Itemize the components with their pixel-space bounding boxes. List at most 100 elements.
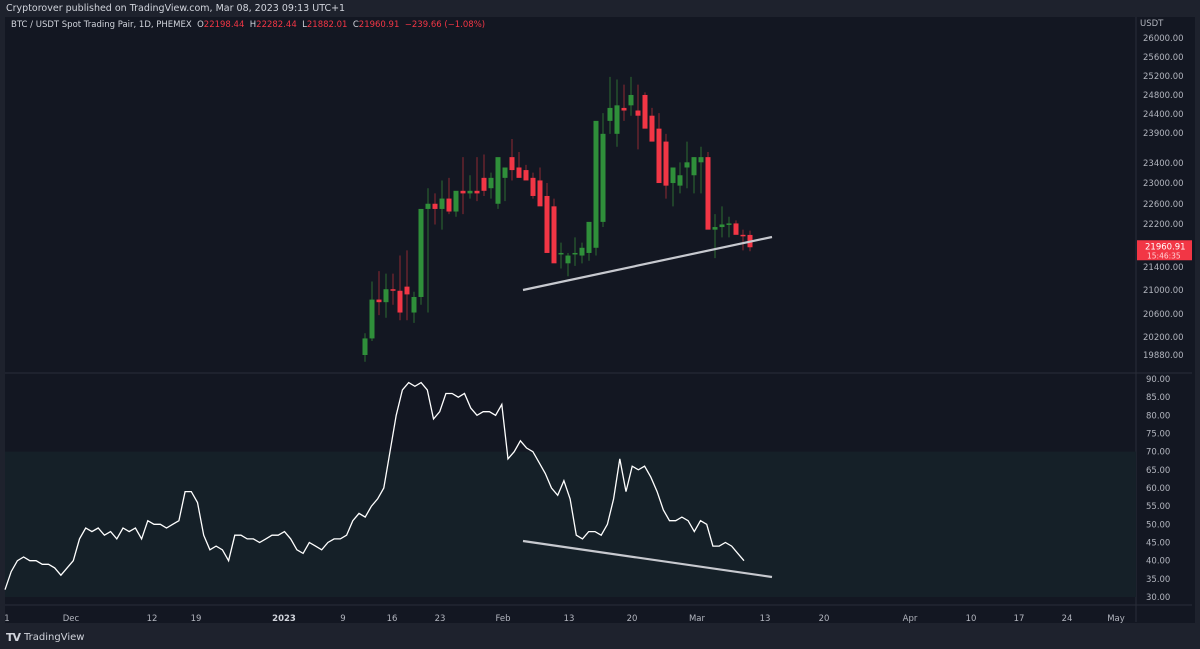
candle-body[interactable] bbox=[726, 223, 732, 225]
candle-body[interactable] bbox=[446, 198, 452, 212]
rsi-tick: 35.00 bbox=[1146, 575, 1170, 585]
time-tick: 20 bbox=[819, 614, 830, 624]
candle-body[interactable] bbox=[719, 224, 725, 228]
candle-body[interactable] bbox=[558, 252, 564, 255]
candle-body[interactable] bbox=[523, 170, 529, 181]
change-value: −239.66 (−1.08%) bbox=[404, 20, 486, 30]
candle-body[interactable] bbox=[677, 175, 683, 186]
candle-body[interactable] bbox=[607, 107, 613, 121]
candle-body[interactable] bbox=[670, 167, 676, 184]
time-tick: 20 bbox=[627, 614, 638, 624]
time-tick: 19 bbox=[191, 614, 202, 624]
candle-body[interactable] bbox=[516, 167, 522, 178]
candle-body[interactable] bbox=[439, 198, 445, 209]
time-tick: 13 bbox=[760, 614, 771, 624]
candle-body[interactable] bbox=[488, 177, 494, 189]
rsi-tick: 65.00 bbox=[1146, 466, 1170, 476]
candle-body[interactable] bbox=[418, 208, 424, 297]
candle-body[interactable] bbox=[572, 252, 578, 255]
price-trendline[interactable] bbox=[522, 235, 773, 292]
candle-body[interactable] bbox=[460, 190, 466, 194]
price-tick: 24400.00 bbox=[1143, 110, 1184, 120]
candle-body[interactable] bbox=[698, 157, 704, 163]
candle-body[interactable] bbox=[467, 190, 473, 194]
candle-body[interactable] bbox=[740, 234, 746, 237]
candle-body[interactable] bbox=[537, 180, 543, 207]
candle-body[interactable] bbox=[481, 177, 487, 191]
candle-body[interactable] bbox=[474, 190, 480, 194]
published-text: Cryptorover published on TradingView.com… bbox=[6, 3, 346, 14]
time-tick: 12 bbox=[147, 614, 158, 624]
candle-body[interactable] bbox=[586, 221, 592, 253]
rsi-tick: 90.00 bbox=[1146, 375, 1170, 385]
candle-body[interactable] bbox=[411, 296, 417, 313]
time-tick: May bbox=[1107, 614, 1125, 624]
symbol-label: BTC / USDT Spot Trading Pair, 1D, PHEMEX bbox=[11, 20, 192, 30]
candle-body[interactable] bbox=[656, 128, 662, 184]
candle-body[interactable] bbox=[530, 177, 536, 196]
candle-body[interactable] bbox=[649, 115, 655, 142]
tradingview-branding[interactable]: TV TradingView bbox=[6, 629, 84, 645]
candle-body[interactable] bbox=[733, 223, 739, 235]
candle-body[interactable] bbox=[404, 286, 410, 295]
time-tick: 17 bbox=[1014, 614, 1025, 624]
candle-body[interactable] bbox=[712, 227, 718, 230]
candle-body[interactable] bbox=[705, 157, 711, 230]
candle-body[interactable] bbox=[432, 203, 438, 209]
candle-body[interactable] bbox=[621, 107, 627, 111]
candle-body[interactable] bbox=[579, 247, 585, 256]
time-tick: 9 bbox=[340, 614, 345, 624]
price-tick: 20600.00 bbox=[1143, 310, 1184, 320]
candle-body[interactable] bbox=[642, 94, 648, 129]
price-tick: 20200.00 bbox=[1143, 333, 1184, 343]
candle-body[interactable] bbox=[390, 289, 396, 291]
rsi-tick: 30.00 bbox=[1146, 593, 1170, 603]
time-tick: Apr bbox=[903, 614, 918, 624]
low-value: 21882.01 bbox=[306, 20, 348, 30]
price-tick: 21400.00 bbox=[1143, 263, 1184, 273]
candle-body[interactable] bbox=[502, 167, 508, 178]
low-label: L bbox=[302, 20, 307, 30]
candle-body[interactable] bbox=[628, 94, 634, 106]
candle-body[interactable] bbox=[509, 157, 515, 171]
candle-body[interactable] bbox=[684, 162, 690, 168]
candle-body[interactable] bbox=[362, 338, 368, 355]
price-tick: 22200.00 bbox=[1143, 220, 1184, 230]
candle-body[interactable] bbox=[376, 299, 382, 303]
last-price-tag bbox=[1137, 240, 1192, 261]
candle-body[interactable] bbox=[383, 289, 389, 303]
candle-body[interactable] bbox=[600, 133, 606, 222]
candle-body[interactable] bbox=[614, 105, 620, 134]
candle-body[interactable] bbox=[453, 190, 459, 212]
candle-body[interactable] bbox=[551, 206, 557, 264]
candle-body[interactable] bbox=[369, 299, 375, 339]
rsi-tick: 60.00 bbox=[1146, 484, 1170, 494]
candle-body[interactable] bbox=[544, 195, 550, 253]
time-tick: Mar bbox=[689, 614, 706, 624]
candle-body[interactable] bbox=[635, 110, 641, 116]
rsi-tick: 40.00 bbox=[1146, 557, 1170, 567]
candle-body[interactable] bbox=[495, 157, 501, 204]
candles[interactable] bbox=[362, 76, 753, 362]
open-value: 22198.44 bbox=[203, 20, 245, 30]
candle-body[interactable] bbox=[565, 255, 571, 264]
rsi-tick: 75.00 bbox=[1146, 430, 1170, 440]
rsi-tick: 45.00 bbox=[1146, 539, 1170, 549]
candle-body[interactable] bbox=[425, 203, 431, 209]
candle-body[interactable] bbox=[397, 290, 403, 313]
price-tick: 23000.00 bbox=[1143, 179, 1184, 189]
candle-body[interactable] bbox=[691, 157, 697, 176]
price-tick: 23900.00 bbox=[1143, 129, 1184, 139]
candle-body[interactable] bbox=[663, 141, 669, 186]
close-value: 21960.91 bbox=[358, 20, 400, 30]
close-label: C bbox=[352, 20, 359, 30]
price-tick: 25600.00 bbox=[1143, 53, 1184, 63]
candle-countdown: 15:46:35 bbox=[1147, 251, 1181, 260]
rsi-line bbox=[4, 381, 745, 590]
rsi-trendline[interactable] bbox=[522, 539, 773, 579]
brand-name: TradingView bbox=[24, 631, 85, 643]
candle-body[interactable] bbox=[593, 120, 599, 248]
time-tick: Dec bbox=[63, 614, 80, 624]
price-tick: 24800.00 bbox=[1143, 91, 1184, 101]
